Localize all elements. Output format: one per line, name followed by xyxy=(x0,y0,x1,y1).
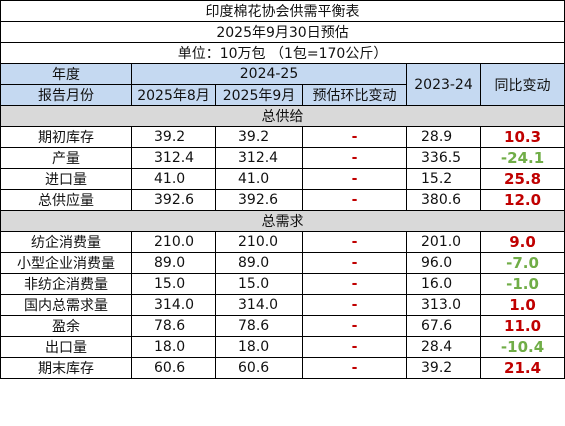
mom-change: - xyxy=(302,357,407,379)
header-row-2: 报告月份 2025年8月 2025年9月 预估环比变动 xyxy=(0,84,565,106)
aug-value: 89.0 xyxy=(131,252,216,274)
report-month-header: 报告月份 xyxy=(0,84,132,106)
sep-value: 41.0 xyxy=(215,168,303,190)
sep-header: 2025年9月 xyxy=(215,84,303,106)
sep-value: 314.0 xyxy=(215,294,303,316)
yoy-change: 21.4 xyxy=(479,357,565,379)
table-row: 出口量 18.0 18.0-28.4 -10.4 xyxy=(0,336,565,358)
sep-value: 60.6 xyxy=(215,357,303,379)
prev-season-value: 380.6 xyxy=(406,189,481,211)
mom-change: - xyxy=(302,252,407,274)
mom-change: - xyxy=(302,294,407,316)
table-row: 进口量 41.0 41.0-15.2 25.8 xyxy=(0,168,565,190)
sep-value: 15.0 xyxy=(215,273,303,295)
table-row: 小型企业消费量 89.0 89.0-96.0 -7.0 xyxy=(0,252,565,274)
yoy-change: -1.0 xyxy=(479,273,565,295)
yoy-change: 11.0 xyxy=(479,315,565,337)
table-title: 印度棉花协会供需平衡表 xyxy=(0,0,565,22)
prev-season-value: 96.0 xyxy=(406,252,481,274)
unit-row: 单位：10万包 （1包=170公斤） xyxy=(0,42,565,64)
prev-season-value: 313.0 xyxy=(406,294,481,316)
yoy-change: 10.3 xyxy=(479,126,565,148)
mom-change: - xyxy=(302,273,407,295)
row-item-label: 出口量 xyxy=(0,336,132,358)
unit-note: 单位：10万包 （1包=170公斤） xyxy=(0,42,565,64)
prev-season-value: 28.9 xyxy=(406,126,481,148)
subtitle-row: 2025年9月30日预估 xyxy=(0,21,565,43)
table-subtitle: 2025年9月30日预估 xyxy=(0,21,565,43)
prev-season-value: 39.2 xyxy=(406,357,481,379)
sep-value: 18.0 xyxy=(215,336,303,358)
row-item-label: 纺企消费量 xyxy=(0,231,132,253)
mom-change: - xyxy=(302,315,407,337)
yoy-change: -10.4 xyxy=(479,336,565,358)
aug-value: 78.6 xyxy=(131,315,216,337)
aug-value: 392.6 xyxy=(131,189,216,211)
prev-season-value: 15.2 xyxy=(406,168,481,190)
aug-value: 314.0 xyxy=(131,294,216,316)
aug-value: 15.0 xyxy=(131,273,216,295)
yoy-change: -7.0 xyxy=(479,252,565,274)
year-header: 年度 xyxy=(0,63,132,85)
sep-value: 78.6 xyxy=(215,315,303,337)
sep-value: 210.0 xyxy=(215,231,303,253)
row-item-label: 小型企业消费量 xyxy=(0,252,132,274)
season-current-header: 2024-25 xyxy=(131,63,407,85)
prev-season-value: 336.5 xyxy=(406,147,481,169)
section-row: 总需求 xyxy=(0,210,565,232)
mom-change: - xyxy=(302,231,407,253)
row-item-label: 产量 xyxy=(0,147,132,169)
sep-value: 312.4 xyxy=(215,147,303,169)
table-row: 总供应量 392.6 392.6-380.6 12.0 xyxy=(0,189,565,211)
season-prev-header: 2023-24 xyxy=(406,63,481,106)
row-item-label: 非纺企消费量 xyxy=(0,273,132,295)
header-row-1: 年度 2024-25 2023-24 同比变动 xyxy=(0,63,565,106)
table-row: 期末库存 60.6 60.6-39.2 21.4 xyxy=(0,357,565,379)
section-title: 总供给 xyxy=(0,105,565,127)
yoy-change: 12.0 xyxy=(479,189,565,211)
aug-value: 18.0 xyxy=(131,336,216,358)
row-item-label: 期末库存 xyxy=(0,357,132,379)
mom-change: - xyxy=(302,126,407,148)
prev-season-value: 28.4 xyxy=(406,336,481,358)
table-row: 纺企消费量 210.0 210.0-201.0 9.0 xyxy=(0,231,565,253)
yoy-change: 1.0 xyxy=(479,294,565,316)
table-row: 盈余 78.6 78.6-67.6 11.0 xyxy=(0,315,565,337)
aug-header: 2025年8月 xyxy=(131,84,216,106)
mom-change: - xyxy=(302,168,407,190)
sep-value: 39.2 xyxy=(215,126,303,148)
table-row: 产量 312.4 312.4-336.5 -24.1 xyxy=(0,147,565,169)
mom-change: - xyxy=(302,147,407,169)
title-row: 印度棉花协会供需平衡表 xyxy=(0,0,565,22)
row-item-label: 期初库存 xyxy=(0,126,132,148)
yoy-header: 同比变动 xyxy=(479,63,565,106)
prev-season-value: 16.0 xyxy=(406,273,481,295)
mom-change: - xyxy=(302,189,407,211)
prev-season-value: 201.0 xyxy=(406,231,481,253)
yoy-change: 9.0 xyxy=(479,231,565,253)
supply-demand-table: 印度棉花协会供需平衡表 2025年9月30日预估 单位：10万包 （1包=170… xyxy=(0,0,565,379)
section-row: 总供给 xyxy=(0,105,565,127)
yoy-change: 25.8 xyxy=(479,168,565,190)
row-item-label: 国内总需求量 xyxy=(0,294,132,316)
mom-header: 预估环比变动 xyxy=(302,84,407,106)
aug-value: 60.6 xyxy=(131,357,216,379)
table-row: 期初库存 39.2 39.2-28.9 10.3 xyxy=(0,126,565,148)
yoy-change: -24.1 xyxy=(479,147,565,169)
aug-value: 39.2 xyxy=(131,126,216,148)
aug-value: 210.0 xyxy=(131,231,216,253)
section-title: 总需求 xyxy=(0,210,565,232)
row-item-label: 盈余 xyxy=(0,315,132,337)
table-row: 国内总需求量 314.0 314.0-313.0 1.0 xyxy=(0,294,565,316)
aug-value: 41.0 xyxy=(131,168,216,190)
table-row: 非纺企消费量 15.0 15.0-16.0 -1.0 xyxy=(0,273,565,295)
row-item-label: 进口量 xyxy=(0,168,132,190)
aug-value: 312.4 xyxy=(131,147,216,169)
row-item-label: 总供应量 xyxy=(0,189,132,211)
sep-value: 392.6 xyxy=(215,189,303,211)
prev-season-value: 67.6 xyxy=(406,315,481,337)
sep-value: 89.0 xyxy=(215,252,303,274)
mom-change: - xyxy=(302,336,407,358)
